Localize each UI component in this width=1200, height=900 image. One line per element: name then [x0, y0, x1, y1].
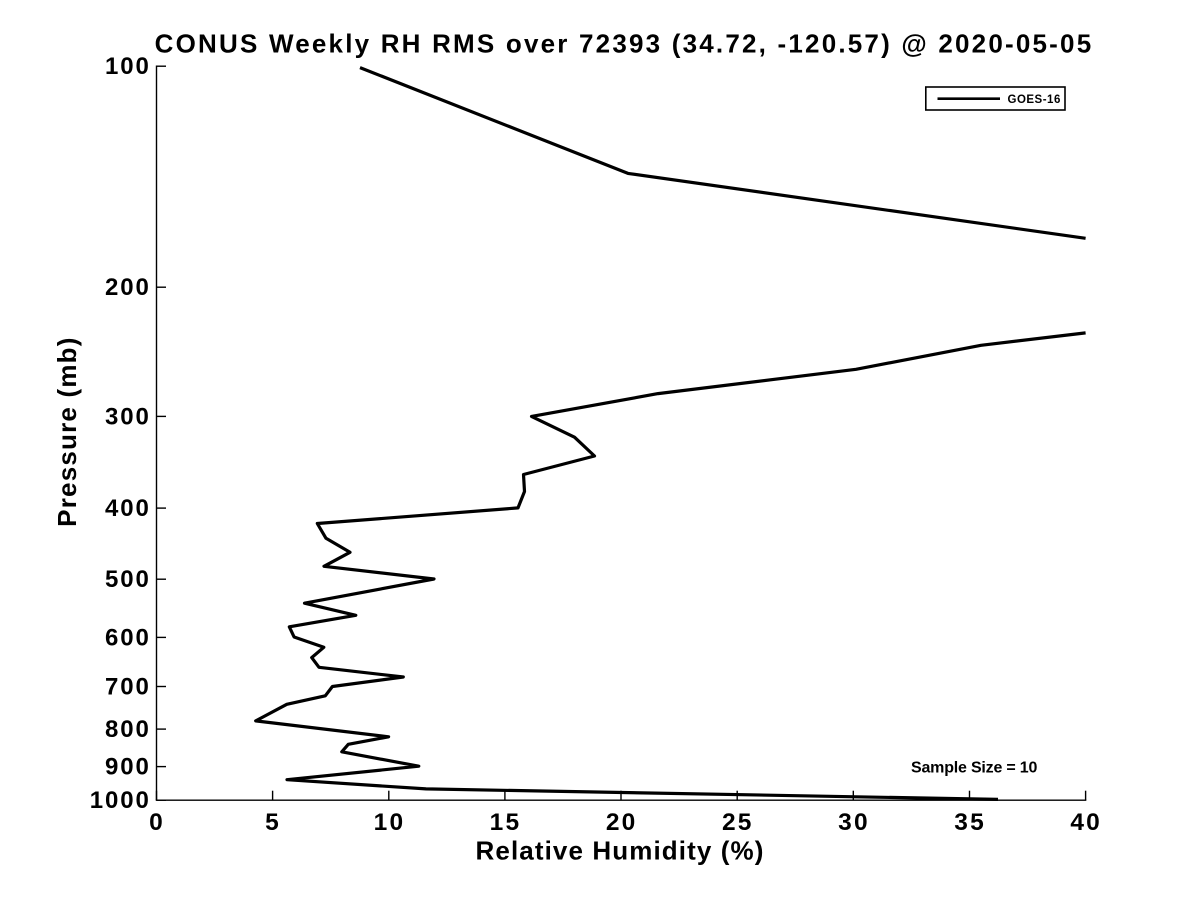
svg-text:500: 500	[105, 566, 151, 593]
svg-text:35: 35	[954, 809, 986, 836]
svg-text:100: 100	[105, 53, 151, 80]
svg-text:400: 400	[105, 495, 151, 522]
svg-text:15: 15	[490, 809, 522, 836]
svg-text:20: 20	[606, 809, 638, 836]
svg-text:300: 300	[105, 403, 151, 430]
svg-text:700: 700	[105, 674, 151, 701]
svg-text:900: 900	[105, 754, 151, 781]
svg-text:1000: 1000	[90, 787, 151, 814]
svg-text:0: 0	[149, 809, 165, 836]
svg-text:30: 30	[838, 809, 870, 836]
svg-text:25: 25	[722, 809, 754, 836]
svg-text:10: 10	[374, 809, 406, 836]
svg-text:Pressure (mb): Pressure (mb)	[52, 336, 82, 526]
svg-text:CONUS Weekly RH RMS over 72393: CONUS Weekly RH RMS over 72393 (34.72, -…	[155, 29, 1094, 59]
svg-text:5: 5	[265, 809, 281, 836]
svg-text:40: 40	[1070, 809, 1102, 836]
svg-text:200: 200	[105, 274, 151, 301]
svg-text:Sample Size = 10: Sample Size = 10	[911, 760, 1038, 777]
svg-text:800: 800	[105, 716, 151, 743]
svg-text:Relative Humidity (%): Relative Humidity (%)	[476, 836, 765, 866]
svg-text:GOES-16: GOES-16	[1008, 94, 1061, 106]
svg-text:600: 600	[105, 624, 151, 651]
